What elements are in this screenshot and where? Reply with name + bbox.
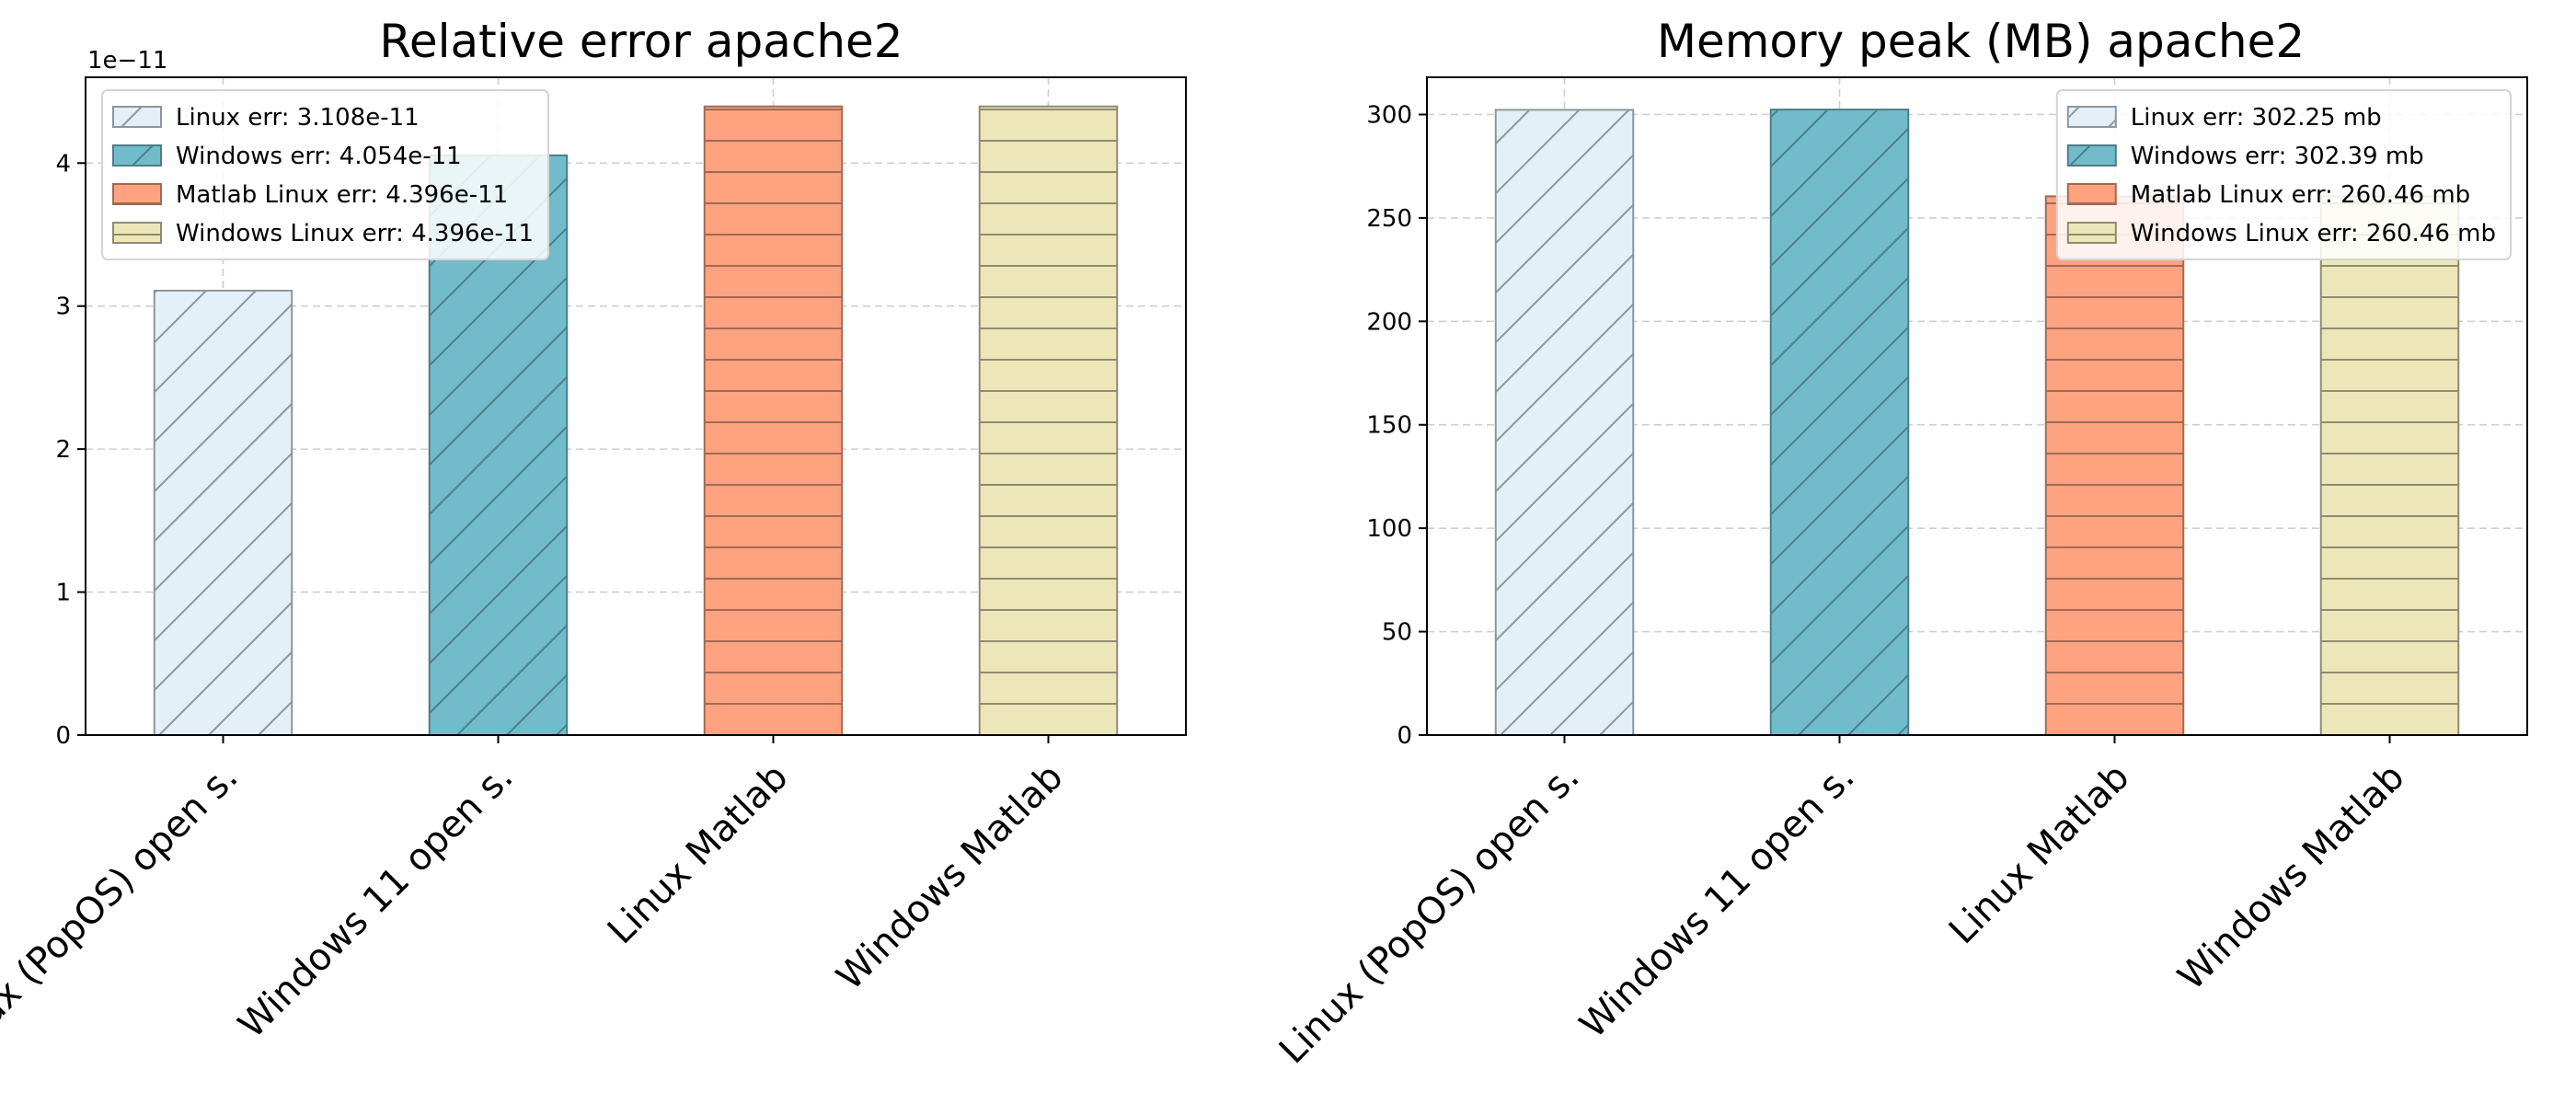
plot-frame: [85, 76, 1187, 736]
legend-label: Windows Linux err: 4.396e-11: [176, 220, 534, 247]
y-ticks: 0 1 2 3 4: [55, 150, 86, 750]
legend-label: Linux err: 3.108e-11: [176, 104, 420, 132]
x-tick-label: Linux (PopOS) open s.: [0, 756, 247, 1073]
y-tick-label: 1: [55, 580, 71, 607]
chart-title: Memory peak (MB) apache2: [1657, 15, 2305, 68]
legend-swatch-hatch: [2066, 222, 2117, 244]
y-tick-label: 2: [55, 436, 71, 464]
plot-frame: [1426, 76, 2528, 736]
y-tick-label: 50: [1382, 619, 1412, 647]
legend-label: Windows Linux err: 260.46 mb: [2131, 220, 2496, 247]
y-tick-label: 3: [55, 293, 71, 321]
y-tick-label: 100: [1366, 515, 1412, 543]
x-ticks: Linux (PopOS) open s.Windows 11 open s. L…: [0, 735, 1072, 1072]
legend-swatch-hatch: [2066, 183, 2117, 205]
legend-frame: [101, 89, 550, 260]
x-tick-label: Windows 11 open s.: [1572, 756, 1863, 1047]
x-tick-label: Windows Matlab: [829, 756, 1072, 999]
x-tick-label: Linux Matlab: [600, 756, 797, 953]
bar-hatch: [1769, 109, 1910, 736]
legend-label: Linux err: 302.25 mb: [2131, 104, 2382, 132]
y-tick-label: 250: [1366, 205, 1412, 233]
legend-label: Windows err: 302.39 mb: [2131, 143, 2424, 170]
y-ticks: 0 50 100 150 200 250 300: [1366, 101, 1427, 750]
y-tick-label: 200: [1366, 308, 1412, 336]
y-offset-label: 1e−11: [87, 47, 167, 75]
legend: Linux err: 3.108e-11 Windows err: 4.054e-…: [101, 89, 550, 260]
bar-hatch: [703, 105, 844, 737]
x-ticks: Linux (PopOS) open s.Windows 11 open s. L…: [1271, 735, 2413, 1072]
y-tick-label: 150: [1366, 412, 1412, 440]
x-tick-label: Windows Matlab: [2170, 756, 2413, 999]
bar-hatch: [1494, 109, 1635, 737]
legend: Linux err: 302.25 mb Windows err: 302.39 …: [2055, 89, 2512, 260]
y-tick-label: 4: [55, 150, 71, 178]
bar-hatch: [2044, 195, 2185, 737]
x-tick-label: Linux Matlab: [1941, 756, 2138, 953]
y-tick-label: 300: [1366, 101, 1412, 129]
bar-hatch: [2319, 195, 2460, 737]
chart-title: Relative error apache2: [379, 15, 903, 68]
bar-hatch: [978, 105, 1119, 737]
legend-swatch-hatch: [112, 183, 162, 205]
chart-memory-peak: Memory peak (MB) apache2 0 50 100 150 200 250…: [1271, 15, 2528, 1072]
bar-hatch: [153, 289, 293, 736]
x-tick-label: Windows 11 open s.: [231, 756, 522, 1047]
legend-swatch-hatch: [112, 222, 162, 244]
legend-swatch-hatch: [2066, 106, 2117, 128]
legend-label: Matlab Linux err: 4.396e-11: [176, 181, 508, 209]
legend-swatch-hatch: [112, 106, 162, 128]
chart-relative-error: Relative error apache2 1e−11 0 1 2 3 4 Linux…: [0, 15, 1187, 1072]
legend-label: Windows err: 4.054e-11: [176, 143, 462, 170]
legend-label: Matlab Linux err: 260.46 mb: [2131, 181, 2470, 209]
y-tick-label: 0: [55, 722, 71, 750]
legend-swatch-hatch: [2066, 144, 2117, 167]
x-tick-label: Linux (PopOS) open s.: [1271, 756, 1588, 1073]
bars: [1494, 109, 2460, 737]
y-tick-label: 0: [1397, 722, 1412, 750]
legend-frame: [2055, 89, 2512, 260]
legend-swatch-hatch: [112, 144, 162, 167]
